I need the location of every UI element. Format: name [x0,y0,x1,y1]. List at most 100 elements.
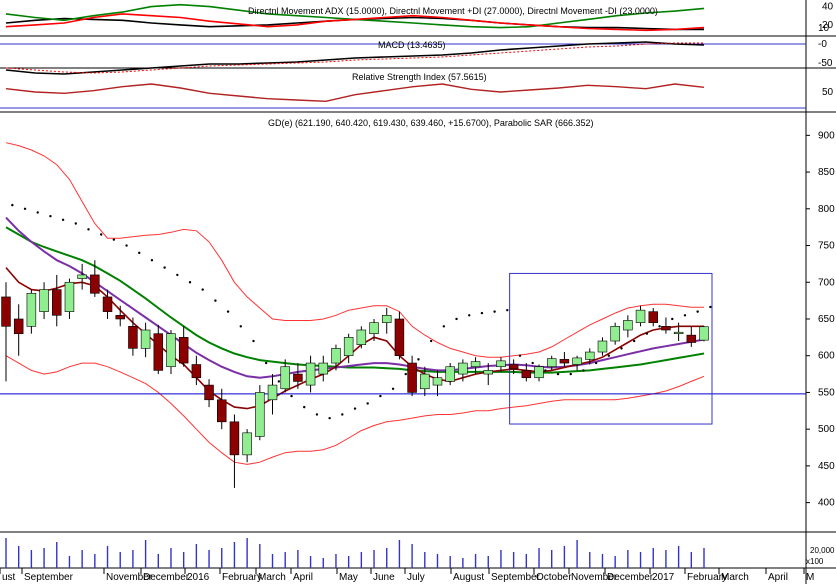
sar-dot [468,314,471,317]
sar-dot [176,273,179,277]
price-tick-label: 750 [818,241,835,252]
sar-dot [607,354,611,357]
sar-dot [201,288,204,291]
candle [673,331,684,335]
sar-dot [49,214,52,218]
sar-dot [442,325,446,328]
sar-dot [417,358,420,361]
price-tick-label: 500 [818,424,835,435]
sar-dot [455,317,458,321]
sar-dot [188,281,192,284]
candle [191,364,202,379]
sar-dot [214,299,217,302]
sar-dot [112,238,116,241]
sar-dot [303,405,306,409]
sar-dot [61,218,65,222]
price-tick-label: 800 [818,204,835,215]
sar-dot [163,266,166,269]
candle [166,333,176,368]
bollinger-upper [5,142,704,358]
adx-series-3 [5,13,705,32]
candle [483,370,493,375]
candle [432,377,443,386]
sar-dot [315,413,319,416]
x-tick-label: July [407,572,425,583]
sar-dot [36,211,39,214]
ma-short [5,267,704,410]
candle [280,366,290,390]
adx-tick-label: 40 [822,2,834,13]
candle [102,296,113,312]
sar-dot [23,207,27,210]
x-tick-label: September [491,572,541,583]
x-tick-label: June [373,572,395,583]
sar-dot [404,372,407,376]
price-tick-label: 850 [818,167,835,178]
x-tick-label: March [721,572,749,583]
sar-dot [239,325,242,328]
candle [318,362,329,375]
candle [597,340,608,353]
candle [331,348,341,364]
sar-dot [328,416,331,420]
ma-long [5,226,705,374]
candle [39,289,49,312]
sar-dot [379,394,382,398]
candle [623,320,633,331]
candle [178,337,189,364]
sar-dot [125,244,128,247]
x-tick-label: April [768,572,788,583]
x-tick-label: 2016 [187,572,210,583]
price-tick-label: 550 [818,387,835,398]
candle [635,309,646,323]
candle [572,357,582,365]
candle [204,384,214,401]
macd-series-2 [5,42,704,74]
sar-dot [290,394,293,398]
macd-series-1 [5,41,705,75]
x-tick-label: August [453,572,484,583]
x-tick-label: 2017 [652,572,675,583]
sar-dot [569,372,572,376]
sar-dot [99,233,103,236]
candle [64,281,75,312]
rsi-tick-label: 50 [822,87,834,98]
sar-dot [518,354,522,357]
sar-dot [341,413,344,416]
rsi-line [5,83,705,103]
candle [255,392,265,437]
sar-dot [429,339,433,343]
sar-dot [277,380,281,383]
candle [13,318,24,334]
candle [369,322,379,334]
sar-dot [620,347,623,350]
candle [26,292,37,327]
ma-mid [5,216,705,379]
volume-unit: x100 [806,557,824,566]
sar-dot [74,222,78,225]
price-tick-label: 700 [818,277,835,288]
candle [585,351,595,360]
candle [242,432,252,456]
sar-dot [645,332,649,335]
x-tick-label: February [687,572,727,583]
candle [534,366,544,379]
candle [420,373,430,390]
sar-dot [353,407,357,410]
candle [77,274,87,279]
x-tick-label: November [571,572,618,583]
x-tick-label: M [806,572,814,583]
candle [52,289,62,316]
candle [1,296,11,327]
price-tick-label: 450 [818,461,835,472]
candle [521,370,532,379]
adx-title: Directnl Movement ADX (15.0000), Directn… [248,6,658,16]
sar-dot [138,251,141,255]
candle [128,326,138,349]
sar-dot [87,228,90,231]
candle [115,315,125,320]
candle [546,358,557,368]
sar-dot [226,310,230,313]
